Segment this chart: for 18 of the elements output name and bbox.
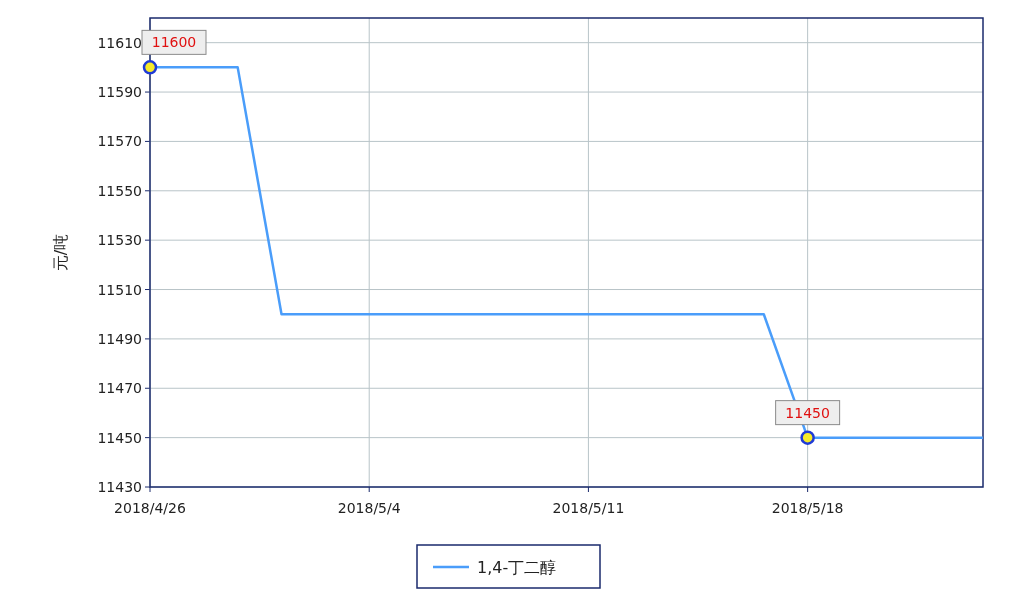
y-tick-label: 11470 (97, 380, 142, 397)
y-axis-title: 元/吨 (51, 233, 70, 272)
y-tick-label: 11490 (97, 330, 142, 347)
y-tick-label: 11430 (97, 479, 142, 495)
x-tick-label: 2018/5/18 (771, 500, 844, 516)
x-tick-label: 2018/4/26 (114, 500, 186, 516)
annotation: 11450 (785, 404, 830, 421)
y-tick-label: 11530 (97, 232, 142, 249)
annotation: 11600 (151, 34, 197, 51)
legend-label: 1,4-丁二醇 (477, 558, 557, 577)
y-tick-label: 11450 (97, 429, 142, 446)
x-tick-label: 2018/5/11 (552, 500, 625, 516)
y-tick-label: 11610 (97, 34, 142, 51)
x-tick-label: 2018/5/4 (337, 500, 401, 516)
y-tick-label: 11570 (97, 133, 142, 150)
y-tick-label: 11510 (97, 281, 142, 298)
y-tick-label: 11590 (97, 84, 142, 101)
y-tick-label: 11550 (97, 182, 142, 199)
